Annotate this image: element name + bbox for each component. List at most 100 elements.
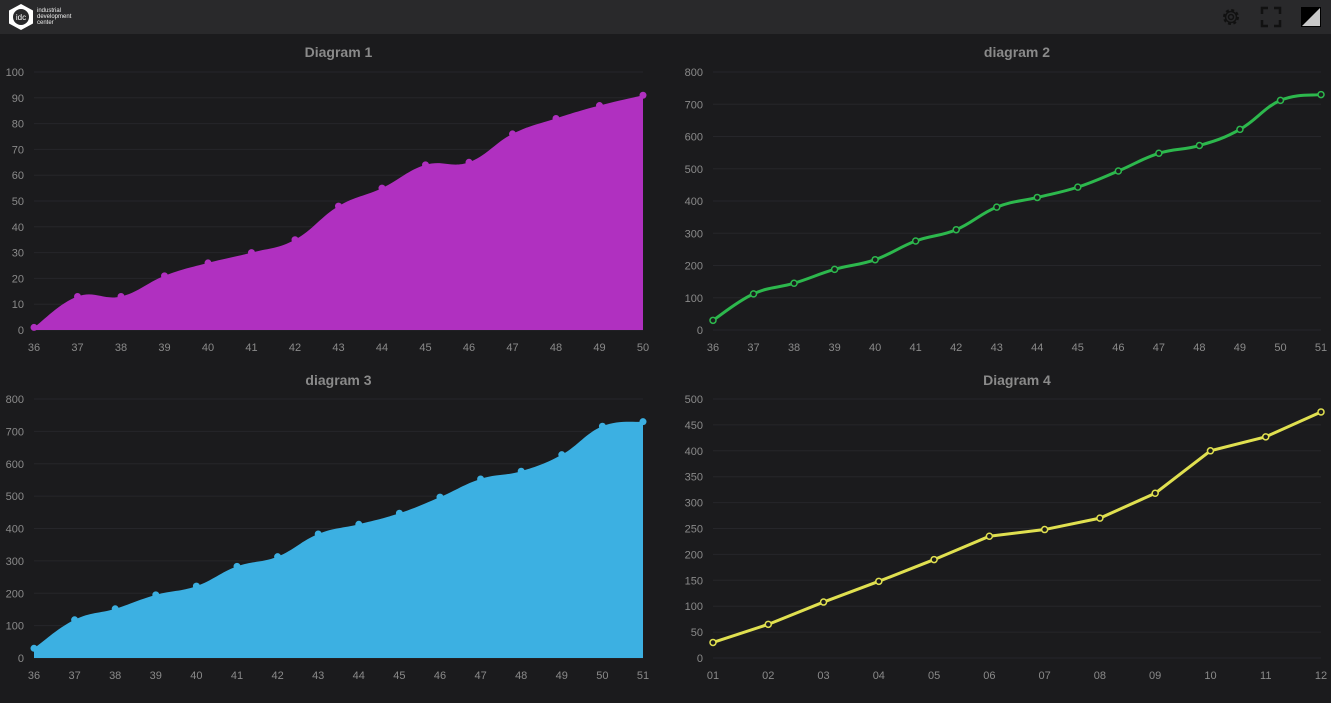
y-tick-label: 200	[685, 549, 703, 561]
y-tick-label: 300	[685, 498, 703, 510]
data-point	[639, 91, 647, 99]
data-point	[639, 418, 647, 426]
data-point	[558, 451, 566, 459]
y-tick-label: 50	[691, 627, 703, 639]
x-tick-label: 37	[71, 342, 83, 354]
y-tick-label: 250	[685, 524, 703, 536]
x-tick-label: 45	[419, 342, 431, 354]
y-tick-label: 30	[12, 248, 24, 260]
data-point	[30, 323, 38, 331]
x-tick-label: 39	[828, 342, 840, 354]
y-tick-label: 500	[6, 491, 24, 503]
data-point	[477, 475, 485, 483]
x-tick-label: 07	[1039, 670, 1051, 682]
x-tick-label: 09	[1149, 670, 1161, 682]
y-tick-label: 0	[18, 325, 24, 337]
data-point	[952, 225, 960, 234]
y-tick-label: 700	[685, 99, 703, 111]
chart-2: diagram 2 0 100 200 300 400 500 600 700 800 36 37 38…	[685, 44, 1327, 354]
data-point	[274, 553, 282, 561]
x-tick-label: 48	[1193, 342, 1205, 354]
chart-3: diagram 3 0 100 200 300 400 500 600 700 800 36 37 38…	[6, 372, 649, 682]
data-point	[992, 203, 1001, 211]
y-tick-label: 400	[6, 524, 24, 536]
data-point	[1195, 141, 1204, 150]
data-point	[1033, 193, 1042, 202]
y-tick-label: 500	[685, 164, 703, 176]
y-tick-label: 60	[12, 170, 24, 182]
data-point	[1151, 489, 1159, 498]
data-point	[71, 616, 79, 624]
fullscreen-icon[interactable]	[1259, 5, 1283, 29]
logo-text: industrial development center	[37, 8, 71, 26]
x-tick-label: 43	[991, 342, 1003, 354]
x-tick-label: 06	[983, 670, 995, 682]
chart-4: Diagram 40501001502002503003504004505000…	[685, 372, 1327, 682]
area-fill	[34, 95, 643, 330]
data-point	[911, 237, 920, 245]
x-tick-label: 36	[28, 670, 40, 682]
data-point	[74, 292, 81, 300]
x-tick-label: 44	[376, 342, 388, 354]
data-point	[819, 598, 828, 606]
data-point	[436, 493, 444, 501]
x-tick-label: 44	[1031, 342, 1043, 354]
x-tick-label: 39	[158, 342, 170, 354]
series-line	[712, 93, 1322, 322]
data-point	[596, 102, 603, 110]
x-tick-label: 41	[231, 670, 243, 682]
logo-hexagon-icon: idc	[9, 4, 33, 30]
y-tick-label: 350	[685, 472, 703, 484]
y-tick-label: 90	[12, 93, 24, 105]
y-tick-label: 100	[685, 601, 703, 613]
x-tick-label: 04	[873, 670, 885, 682]
svg-text:idc: idc	[16, 13, 26, 22]
y-tick-label: 300	[685, 228, 703, 240]
x-tick-label: 37	[68, 670, 80, 682]
series-line	[712, 410, 1322, 644]
y-tick-label: 100	[6, 67, 24, 79]
x-tick-label: 42	[950, 342, 962, 354]
data-point	[517, 467, 525, 475]
x-tick-label: 38	[109, 670, 121, 682]
data-point	[749, 290, 758, 298]
data-point	[1317, 90, 1325, 99]
data-point	[291, 236, 299, 244]
x-tick-label: 03	[817, 670, 829, 682]
gear-icon[interactable]	[1219, 5, 1243, 29]
data-point	[117, 292, 125, 300]
logo-line: industrial	[37, 8, 62, 14]
x-tick-label: 36	[707, 342, 719, 354]
data-point	[111, 605, 119, 613]
data-point	[422, 161, 429, 169]
x-tick-label: 46	[1112, 342, 1124, 354]
y-tick-label: 100	[6, 621, 24, 633]
x-tick-label: 45	[1072, 342, 1084, 354]
data-point	[764, 620, 773, 629]
data-point	[871, 255, 879, 264]
y-tick-label: 400	[685, 446, 703, 458]
logo-line: development	[37, 14, 72, 20]
y-tick-label: 150	[685, 575, 703, 587]
data-point	[1155, 149, 1163, 158]
data-point	[830, 265, 839, 274]
x-tick-label: 37	[747, 342, 759, 354]
data-point	[985, 532, 994, 541]
logo[interactable]: idc industrial development center	[8, 3, 71, 31]
x-tick-label: 41	[245, 342, 257, 354]
theme-toggle-icon[interactable]	[1299, 5, 1323, 29]
data-point	[30, 644, 38, 652]
data-point	[1114, 167, 1123, 175]
y-tick-label: 600	[685, 132, 703, 144]
y-tick-label: 10	[12, 299, 24, 311]
chart-1: Diagram 1 0 10 20 30 40 50 60 70 80 90 100 36 37 38 39 4…	[6, 44, 649, 354]
data-point	[395, 509, 403, 517]
data-point	[930, 555, 938, 564]
x-tick-label: 51	[1315, 342, 1327, 354]
x-tick-label: 48	[515, 670, 527, 682]
x-tick-label: 43	[332, 342, 344, 354]
data-point	[552, 114, 560, 122]
x-tick-label: 46	[434, 670, 446, 682]
x-tick-label: 51	[637, 670, 649, 682]
y-tick-label: 0	[18, 653, 24, 665]
